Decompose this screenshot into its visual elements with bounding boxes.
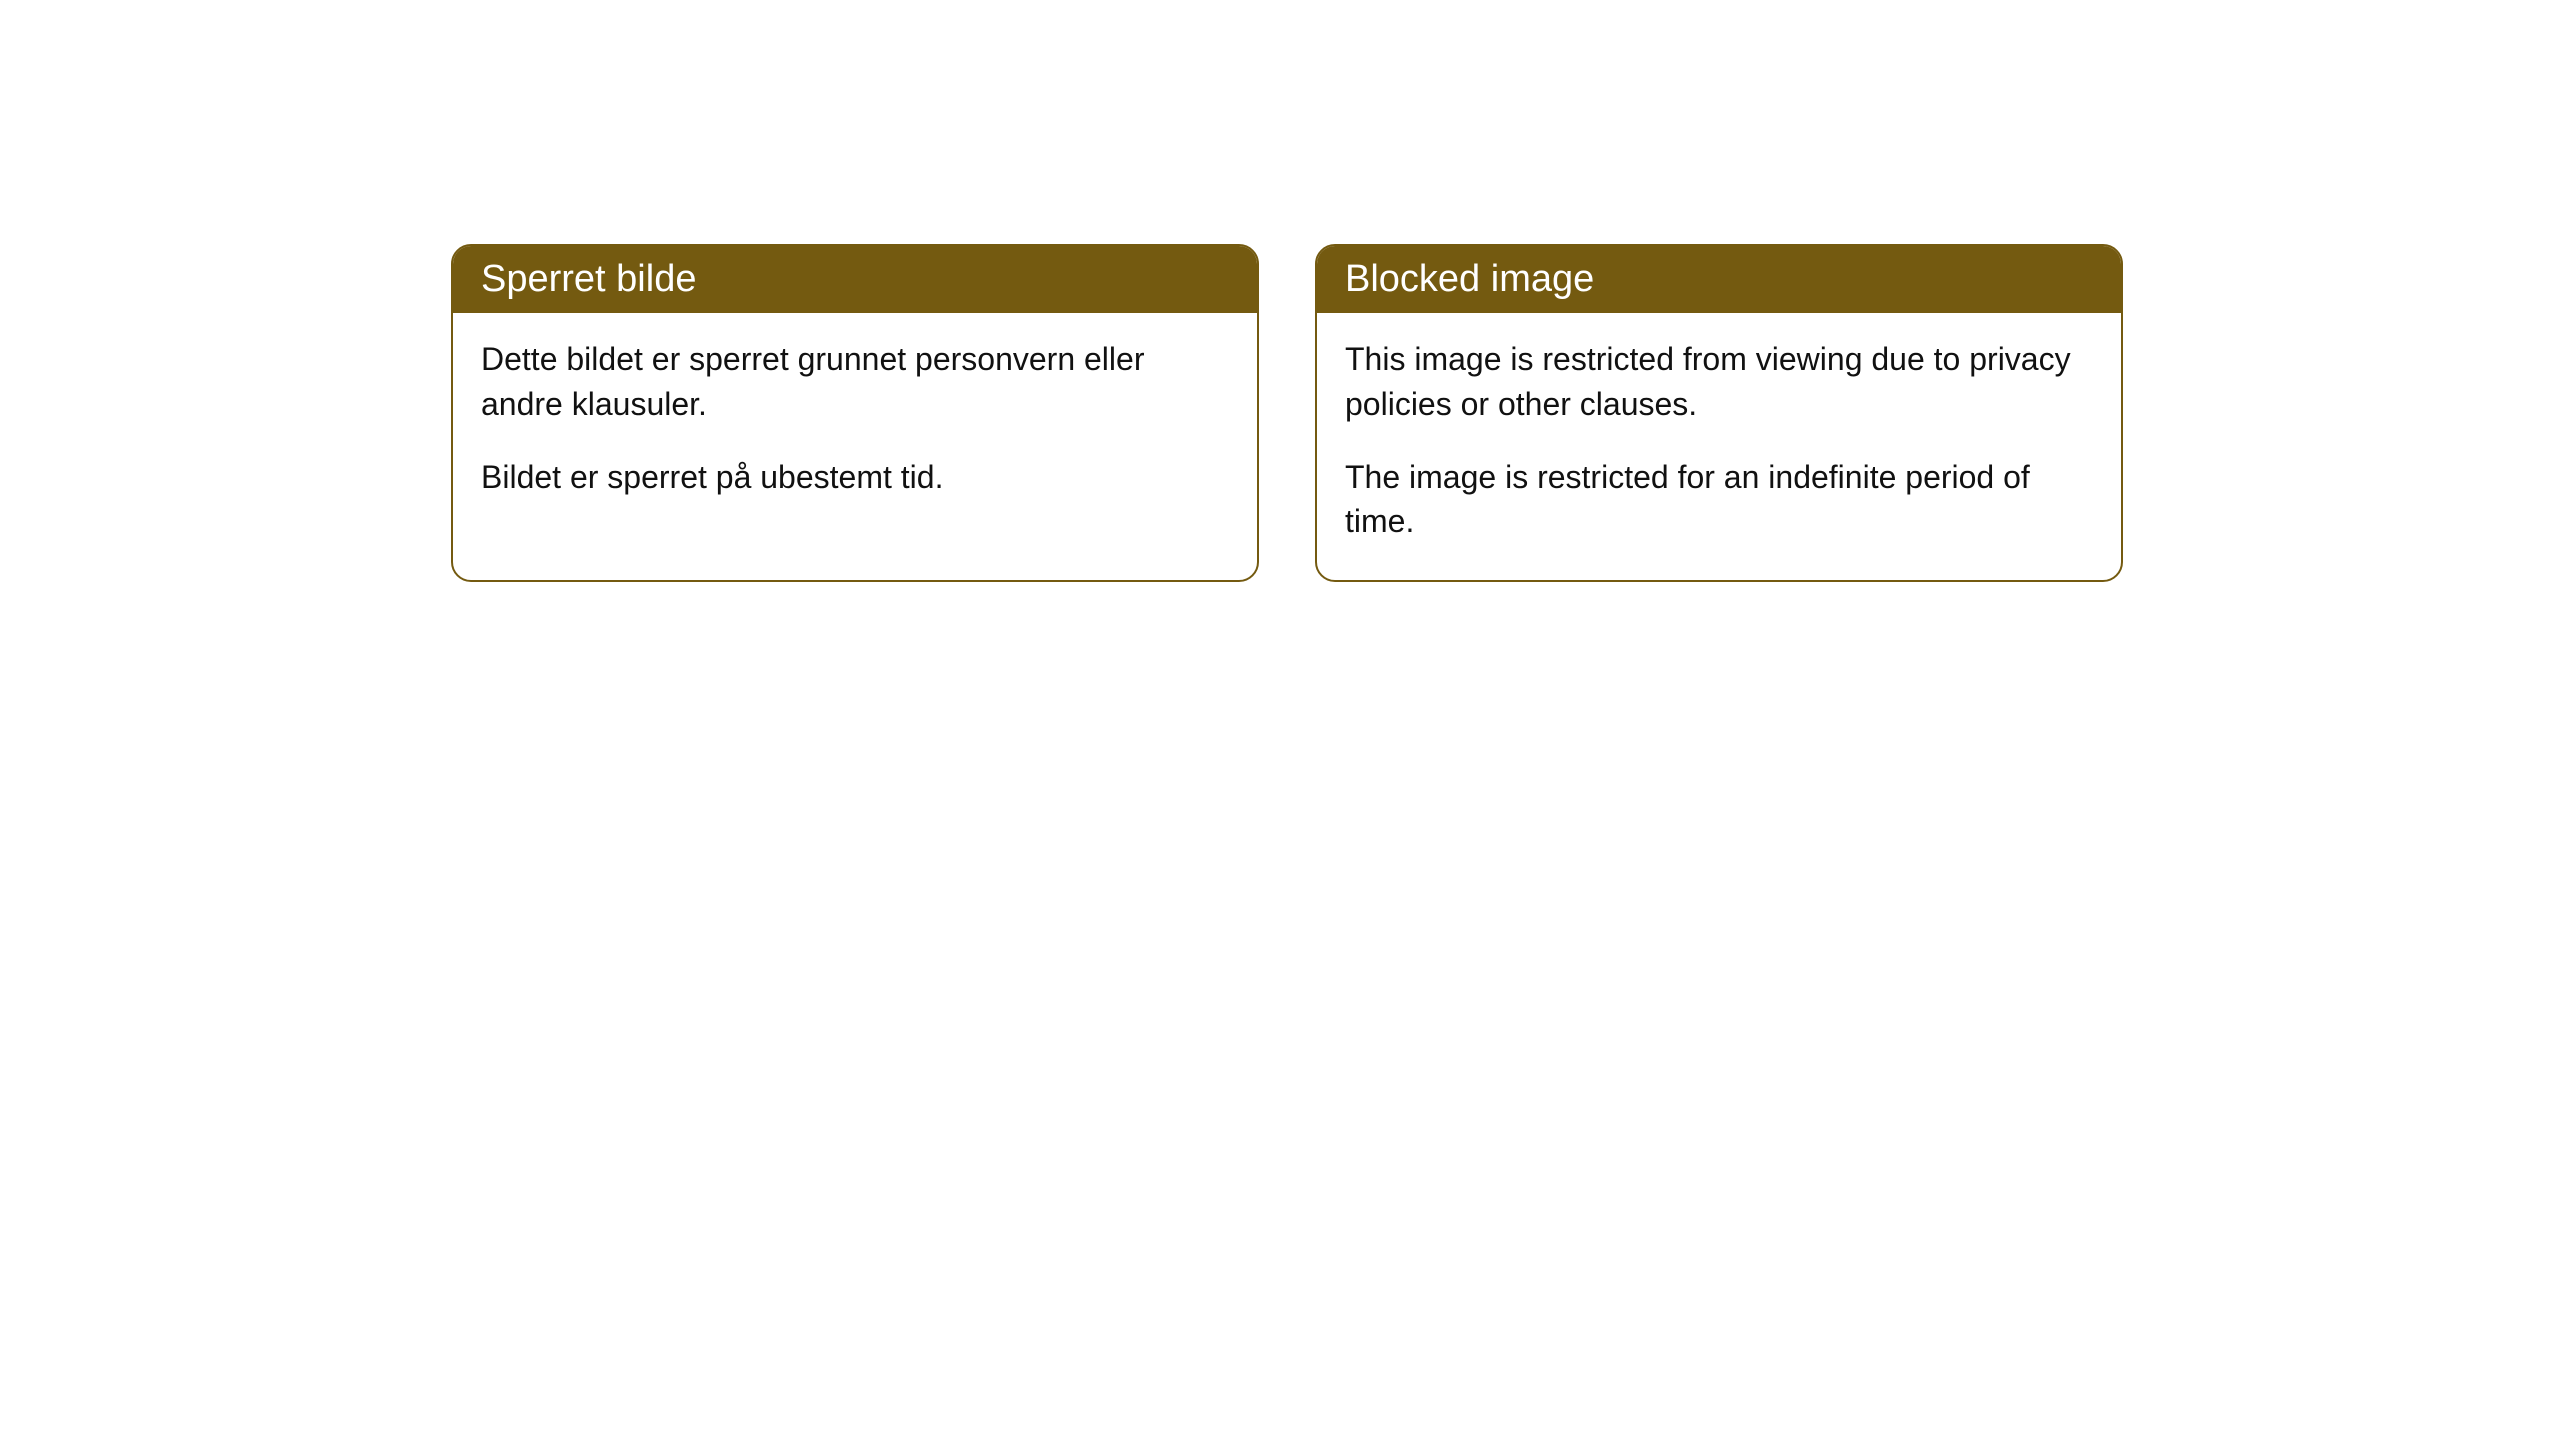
card-body: Dette bildet er sperret grunnet personve… (453, 313, 1257, 535)
card-paragraph: The image is restricted for an indefinit… (1345, 455, 2093, 545)
card-body: This image is restricted from viewing du… (1317, 313, 2121, 580)
card-paragraph: Dette bildet er sperret grunnet personve… (481, 337, 1229, 427)
blocked-image-card-no: Sperret bilde Dette bildet er sperret gr… (451, 244, 1259, 582)
card-paragraph: This image is restricted from viewing du… (1345, 337, 2093, 427)
notice-cards-container: Sperret bilde Dette bildet er sperret gr… (451, 244, 2123, 582)
card-title: Sperret bilde (481, 258, 696, 300)
card-title: Blocked image (1345, 258, 1594, 300)
blocked-image-card-en: Blocked image This image is restricted f… (1315, 244, 2123, 582)
card-header: Blocked image (1317, 246, 2121, 313)
card-header: Sperret bilde (453, 246, 1257, 313)
card-paragraph: Bildet er sperret på ubestemt tid. (481, 455, 1229, 500)
